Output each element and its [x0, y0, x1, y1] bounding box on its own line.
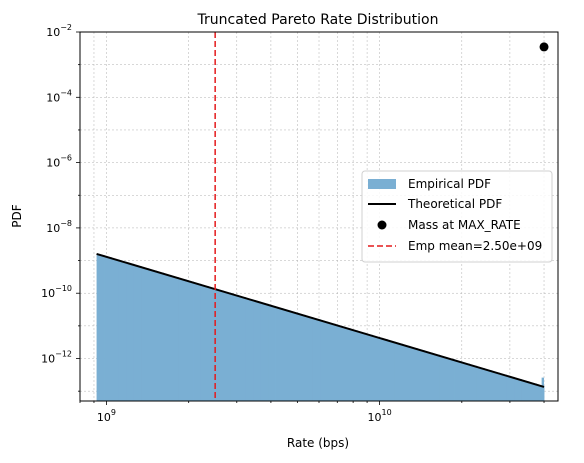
histogram-bar [238, 297, 247, 401]
histogram-bar [178, 279, 187, 401]
y-tick-label: 10−6 [46, 154, 72, 170]
histogram-bar [335, 325, 344, 401]
histogram-bar [141, 268, 150, 401]
legend-label-mass: Mass at MAX_RATE [408, 218, 521, 232]
legend-frame [361, 170, 553, 263]
histogram-bar [118, 261, 127, 401]
histogram-bar [394, 343, 403, 401]
histogram-bar [320, 321, 329, 401]
histogram-bar [454, 361, 463, 401]
histogram-bar [208, 288, 217, 401]
histogram-bar [536, 385, 545, 401]
y-axis-label: PDF [10, 204, 24, 227]
histogram-bar [253, 301, 262, 401]
histogram-bar [215, 290, 224, 401]
histogram-bar [529, 383, 537, 401]
histogram-bar [521, 381, 530, 401]
histogram-bar [96, 255, 105, 401]
histogram-bar [541, 377, 545, 401]
y-tick-label: 10−4 [46, 88, 72, 104]
y-tick-label: 10−2 [46, 23, 72, 39]
histogram-bar [484, 370, 493, 401]
x-axis-label: Rate (bps) [287, 436, 349, 450]
histogram-bar [245, 299, 254, 401]
y-axis-ticks: 10−12 10−10 10−8 10−6 10−4 10−2 [41, 23, 80, 392]
chart-title: Truncated Pareto Rate Distribution [197, 12, 439, 28]
histogram-bar [409, 348, 418, 401]
histogram-bar [126, 263, 135, 401]
histogram-bar [365, 334, 373, 401]
histogram-bar [402, 345, 411, 401]
histogram-bar [372, 337, 381, 401]
histogram-bar [171, 277, 180, 401]
histogram-bar [461, 363, 470, 401]
x-axis-ticks: 109 1010 [79, 401, 545, 424]
plot-frame [79, 31, 559, 402]
histogram-bar [111, 259, 120, 401]
histogram-bar [186, 281, 194, 401]
x-tick-label: 109 [97, 408, 116, 424]
histogram-bar [312, 319, 321, 401]
legend-label-mean: Emp mean=2.50e+09 [408, 239, 542, 253]
histogram-bar [290, 312, 299, 401]
histogram-bar [476, 368, 485, 401]
histogram-bar [133, 266, 142, 401]
histogram-bar [156, 272, 165, 401]
histogram-bar [260, 303, 269, 401]
x-tick-label: 1010 [367, 408, 391, 424]
y-tick-label: 10−8 [46, 219, 72, 235]
mass-point [539, 42, 549, 52]
y-tick-label: 10−12 [41, 350, 72, 366]
histogram-bar [417, 350, 426, 401]
histogram-bar [491, 372, 500, 401]
histogram-bar [297, 314, 306, 401]
histogram-bar [342, 328, 351, 401]
theoretical-pdf-line [96, 252, 545, 388]
histogram-bar [148, 270, 157, 401]
plot-area [96, 32, 549, 401]
legend-label-histogram: Empirical PDF [408, 177, 491, 191]
histogram-bar [514, 379, 523, 401]
histogram-bar [163, 274, 172, 401]
legend-swatch-mass [377, 220, 387, 230]
histogram-bar [439, 356, 448, 401]
histogram-bar [200, 286, 209, 401]
histogram-bar [432, 354, 441, 401]
histogram-bar [379, 339, 388, 401]
histogram-bar [230, 294, 239, 401]
legend: Empirical PDF Theoretical PDF Mass at MA… [361, 170, 553, 263]
histogram-bar [268, 305, 276, 401]
histogram-bar [387, 341, 396, 401]
histogram-bar [506, 376, 515, 401]
legend-swatch-histogram [368, 179, 396, 189]
histogram-bar [305, 317, 314, 401]
histogram-bar [499, 374, 508, 401]
histogram-bar [275, 308, 284, 401]
y-tick-label: 10−10 [41, 284, 72, 300]
histogram-bar [223, 292, 232, 401]
legend-label-theoretical: Theoretical PDF [407, 197, 502, 211]
histogram-bar [469, 365, 478, 401]
histogram-bar [424, 352, 433, 401]
histogram-bar [104, 257, 112, 401]
histogram-bar [357, 332, 366, 401]
histogram-bar [350, 330, 358, 401]
histogram-bar [283, 310, 291, 401]
histogram-bar [447, 359, 455, 401]
histogram-bar [327, 323, 336, 401]
histogram-bar [193, 283, 202, 401]
